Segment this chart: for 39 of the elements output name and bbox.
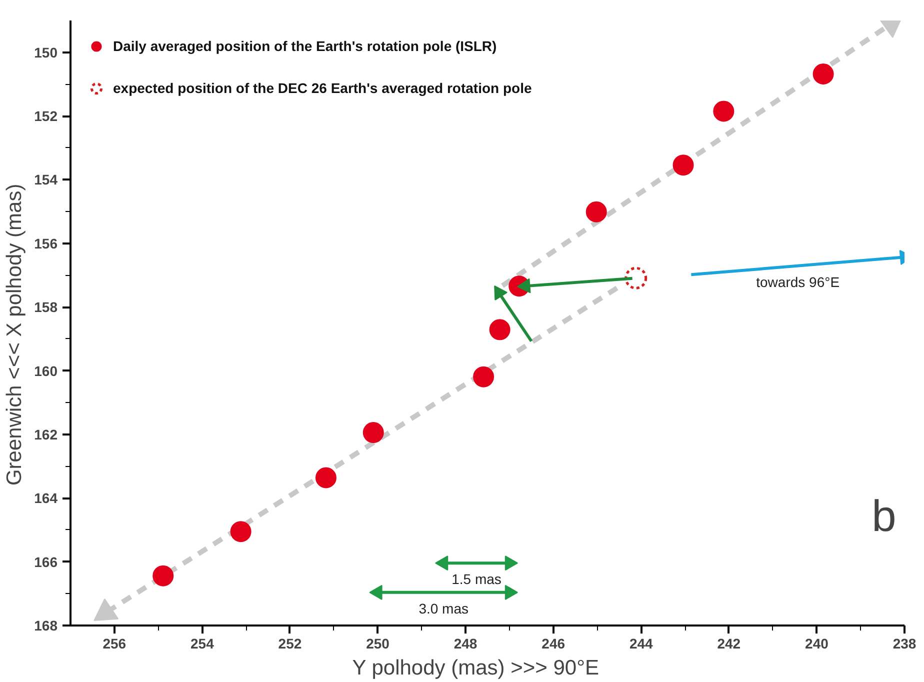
series-label: 1.5 mas — [452, 571, 502, 588]
x-tick-label: 252 — [278, 636, 302, 652]
point — [713, 100, 734, 122]
point — [362, 422, 384, 444]
y-tick-label: 152 — [34, 108, 58, 124]
point — [672, 154, 694, 176]
point — [812, 64, 834, 84]
legend-label: Daily averaged position of the Earth's rotation pole (ISLR) — [113, 38, 497, 54]
x-tick-label: 240 — [805, 636, 829, 652]
y-tick-label: 164 — [34, 490, 58, 506]
y-tick-label: 160 — [34, 362, 58, 379]
point — [586, 201, 607, 222]
y-axis-title: Greenwich <<< X polhody (mas) — [3, 184, 26, 486]
y-tick-label: 154 — [34, 172, 58, 188]
legend-label: expected position of the DEC 26 Earth's averaged rotation pole — [113, 80, 532, 96]
point — [624, 266, 648, 290]
point — [152, 565, 174, 586]
y-tick-label: 168 — [34, 618, 58, 634]
y-tick-label: 158 — [34, 299, 58, 316]
point — [473, 366, 494, 388]
x-tick-label: 246 — [542, 636, 566, 652]
x-tick-label: 256 — [102, 636, 126, 652]
y-tick-label: 166 — [34, 554, 58, 570]
series-label: 3.0 mas — [418, 600, 469, 616]
annotation: b — [872, 492, 896, 542]
y-tick-label: 150 — [34, 44, 58, 60]
x-tick-label: 250 — [366, 636, 390, 652]
x-axis-title: Y polhody (mas) >>> 90°E — [352, 656, 600, 680]
point — [315, 467, 336, 488]
y-tick-label: 156 — [34, 235, 58, 252]
y-tick-label: 162 — [34, 426, 58, 442]
x-tick-label: 242 — [717, 636, 741, 652]
point — [489, 319, 510, 340]
x-tick-label: 238 — [892, 636, 916, 652]
x-tick-label: 244 — [629, 636, 654, 652]
x-tick-label: 248 — [454, 636, 478, 652]
x-tick-label: 254 — [190, 636, 214, 652]
series-label: towards 96°E — [756, 274, 840, 290]
point — [230, 521, 252, 542]
